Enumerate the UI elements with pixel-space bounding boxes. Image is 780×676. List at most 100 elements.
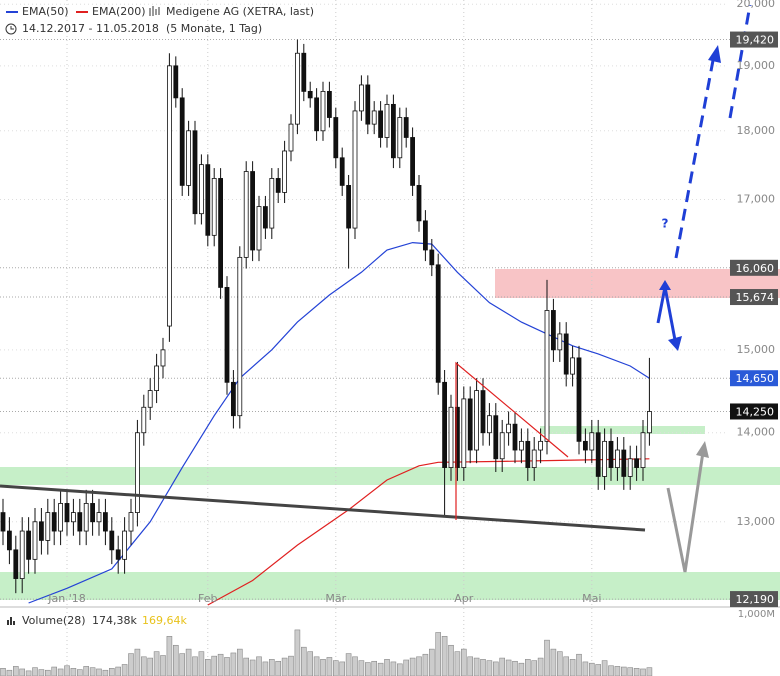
volume-tick-label: 1,000M <box>738 609 775 620</box>
volume-bar <box>32 667 38 676</box>
x-tick-label: Mär <box>325 592 346 605</box>
volume-bar <box>205 659 211 676</box>
volume-bar <box>51 666 58 676</box>
volume-bar <box>320 659 326 676</box>
candle-body <box>608 440 614 468</box>
candle-body <box>365 84 371 125</box>
candle-body <box>282 150 288 193</box>
volume-bar <box>38 669 45 676</box>
volume-bar <box>326 657 333 676</box>
volume-bar <box>620 666 627 676</box>
volume-bar <box>44 669 51 676</box>
price-box <box>730 289 778 306</box>
candle-body <box>115 549 121 560</box>
candle-body <box>90 503 95 523</box>
candle-body <box>493 415 499 460</box>
arrow <box>674 54 716 259</box>
candle-body <box>7 530 12 551</box>
candle-body <box>640 432 646 468</box>
volume-bar <box>25 670 32 676</box>
volume-bar <box>518 662 525 676</box>
volume-bar <box>588 662 595 676</box>
candle-body <box>160 349 166 367</box>
volume-bar <box>358 660 365 676</box>
volume-bar <box>390 661 397 676</box>
volume-bar <box>633 668 640 676</box>
volume-bar <box>109 668 115 676</box>
volume-bar <box>467 656 474 676</box>
candle-body <box>103 512 108 532</box>
volume-average: 169,64k <box>142 614 187 627</box>
candle-body <box>474 390 480 451</box>
volume-bar <box>77 669 83 676</box>
candle-body <box>19 530 25 579</box>
candle-body <box>429 249 435 266</box>
x-tick-label: Mai <box>582 592 601 605</box>
candle-body <box>557 333 563 351</box>
arrow-head <box>668 336 682 351</box>
candle-body <box>230 381 236 417</box>
volume-bar <box>454 651 461 676</box>
volume-bar <box>512 660 518 676</box>
candle-body <box>262 206 268 229</box>
volume-bar <box>141 656 147 676</box>
volume-bar <box>537 657 544 676</box>
candle-body <box>314 97 320 132</box>
volume-label: Volume(28) <box>22 614 86 627</box>
volume-bar <box>441 636 448 676</box>
volume-bar <box>371 660 378 676</box>
candle-body <box>576 357 582 442</box>
volume-bar <box>364 662 371 676</box>
y-tick-label: 19,000 <box>737 59 776 72</box>
candle-body <box>275 178 281 193</box>
volume-bar <box>422 653 429 676</box>
candle-body <box>256 206 262 251</box>
candle-body <box>26 530 32 560</box>
candle-body <box>410 137 416 186</box>
volume-bar <box>115 666 121 676</box>
volume-bar <box>230 652 237 676</box>
volume-bar <box>492 661 499 676</box>
y-tick-label: 15,000 <box>737 343 776 356</box>
candle-body <box>269 178 275 229</box>
candle-body <box>333 117 339 159</box>
volume-bar <box>83 666 89 676</box>
candle-body <box>192 130 198 215</box>
y-tick-label: 14,000 <box>737 426 776 439</box>
candle-body <box>422 220 428 251</box>
candle-body <box>128 512 134 532</box>
price-label: 16,060 <box>736 262 775 275</box>
price-box <box>730 591 778 608</box>
legend-label: EMA(200) <box>92 5 146 18</box>
price-box <box>730 403 778 420</box>
volume-bar <box>300 646 307 676</box>
candle-body <box>371 110 377 125</box>
volume-bar <box>0 668 6 676</box>
volume-bar <box>416 656 422 676</box>
arrow-head <box>696 441 709 458</box>
y-tick-label: 18,000 <box>737 124 776 137</box>
volume-bar <box>377 662 384 676</box>
annotation: ? <box>662 217 669 231</box>
candle-body <box>634 458 639 468</box>
triangle <box>455 361 569 520</box>
volume-bar <box>96 668 102 676</box>
candle-body <box>486 415 492 434</box>
candle-body <box>154 365 160 391</box>
candle-body <box>32 521 38 560</box>
volume-bar <box>352 656 358 676</box>
candle-body <box>525 440 531 468</box>
period: (5 Monate, 1 Tag) <box>166 22 262 35</box>
volume-bar <box>173 644 179 676</box>
arrow <box>666 451 705 573</box>
candle-body <box>583 440 588 451</box>
candle-body <box>499 432 505 460</box>
candle-body <box>461 398 467 468</box>
plot <box>0 39 652 606</box>
zone-green <box>0 572 780 600</box>
x-tick-label: Jan '18 <box>47 592 85 605</box>
volume-bar <box>614 666 621 676</box>
candle-body <box>294 52 300 125</box>
volume-bar <box>409 657 416 676</box>
